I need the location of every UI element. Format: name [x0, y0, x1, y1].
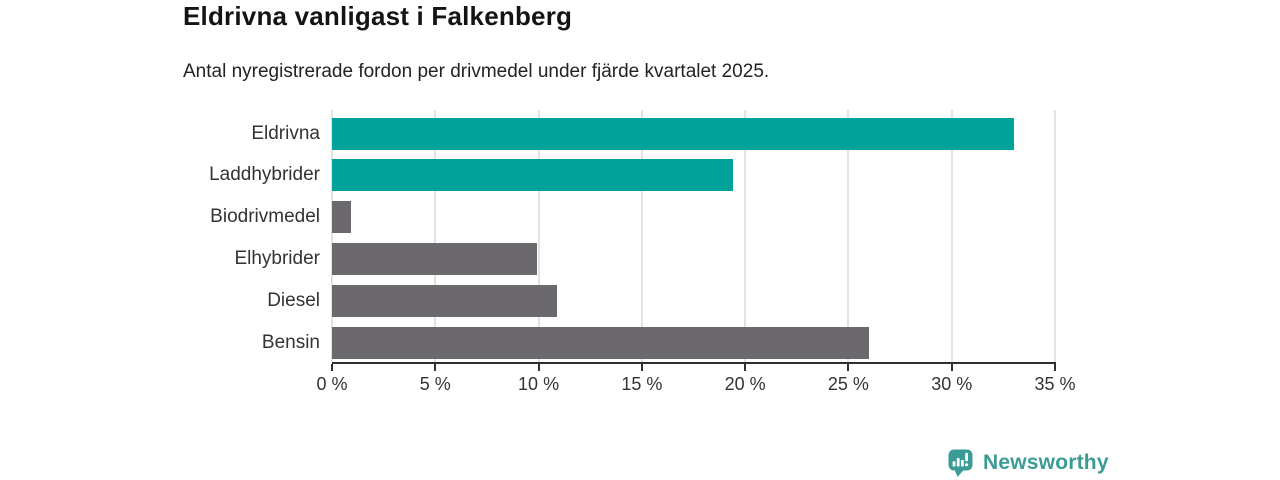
x-tick-10 [537, 364, 540, 371]
bar-bensin [332, 326, 870, 359]
x-tick-label-25: 25 % [827, 374, 869, 394]
x-axis-line [332, 362, 1056, 364]
gridline-35 [1054, 110, 1056, 363]
category-label-biodrivmedel: Biodrivmedel [210, 206, 320, 228]
category-label-bensin: Bensin [261, 331, 320, 353]
gridline-20 [744, 110, 747, 363]
category-label-eldrivna: Eldrivna [251, 122, 320, 144]
x-tick-20 [744, 364, 747, 371]
x-tick-35 [1054, 364, 1056, 371]
bar-eldrivna [332, 117, 1014, 150]
bar-biodrivmedel [332, 201, 351, 234]
gridline-25 [847, 110, 850, 363]
x-tick-label-15: 15 % [621, 374, 663, 394]
plot-area: 0 % 5 % 10 % 15 % 20 % 25 % 30 % 35 % [316, 110, 1076, 394]
chart-subtitle: Antal nyregistrerade fordon per drivmede… [183, 61, 770, 82]
gridline-0 [331, 110, 333, 363]
newsworthy-chart-pin-icon [948, 449, 973, 477]
category-label-elhybrider: Elhybrider [234, 247, 320, 269]
bar-laddhybrider [332, 159, 733, 192]
x-tick-label-20: 20 % [724, 374, 766, 394]
x-tick-15 [640, 364, 643, 371]
x-tick-label-5: 5 % [419, 374, 451, 394]
brand-name: Newsworthy [983, 451, 1109, 474]
bar-diesel [332, 284, 558, 317]
x-tick-30 [950, 364, 953, 371]
category-label-laddhybrider: Laddhybrider [209, 164, 320, 186]
brand-logo: Newsworthy [948, 449, 1109, 477]
x-tick-label-35: 35 % [1034, 374, 1076, 394]
x-tick-label-0: 0 % [316, 374, 348, 394]
y-axis-labels: Eldrivna Laddhybrider Biodrivmedel Elhybrid… [0, 0, 320, 480]
gridline-5 [434, 110, 437, 363]
chart-title: Eldrivna vanligast i Falkenberg [183, 1, 573, 31]
gridline-10 [537, 110, 540, 363]
x-tick-label-30: 30 % [931, 374, 973, 394]
x-tick-label-10: 10 % [518, 374, 560, 394]
x-tick-5 [434, 364, 437, 371]
category-label-diesel: Diesel [267, 289, 320, 311]
x-tick-25 [847, 364, 850, 371]
x-tick-0 [331, 364, 333, 371]
bar-elhybrider [332, 242, 537, 275]
gridline-15 [640, 110, 643, 363]
gridline-30 [950, 110, 953, 363]
